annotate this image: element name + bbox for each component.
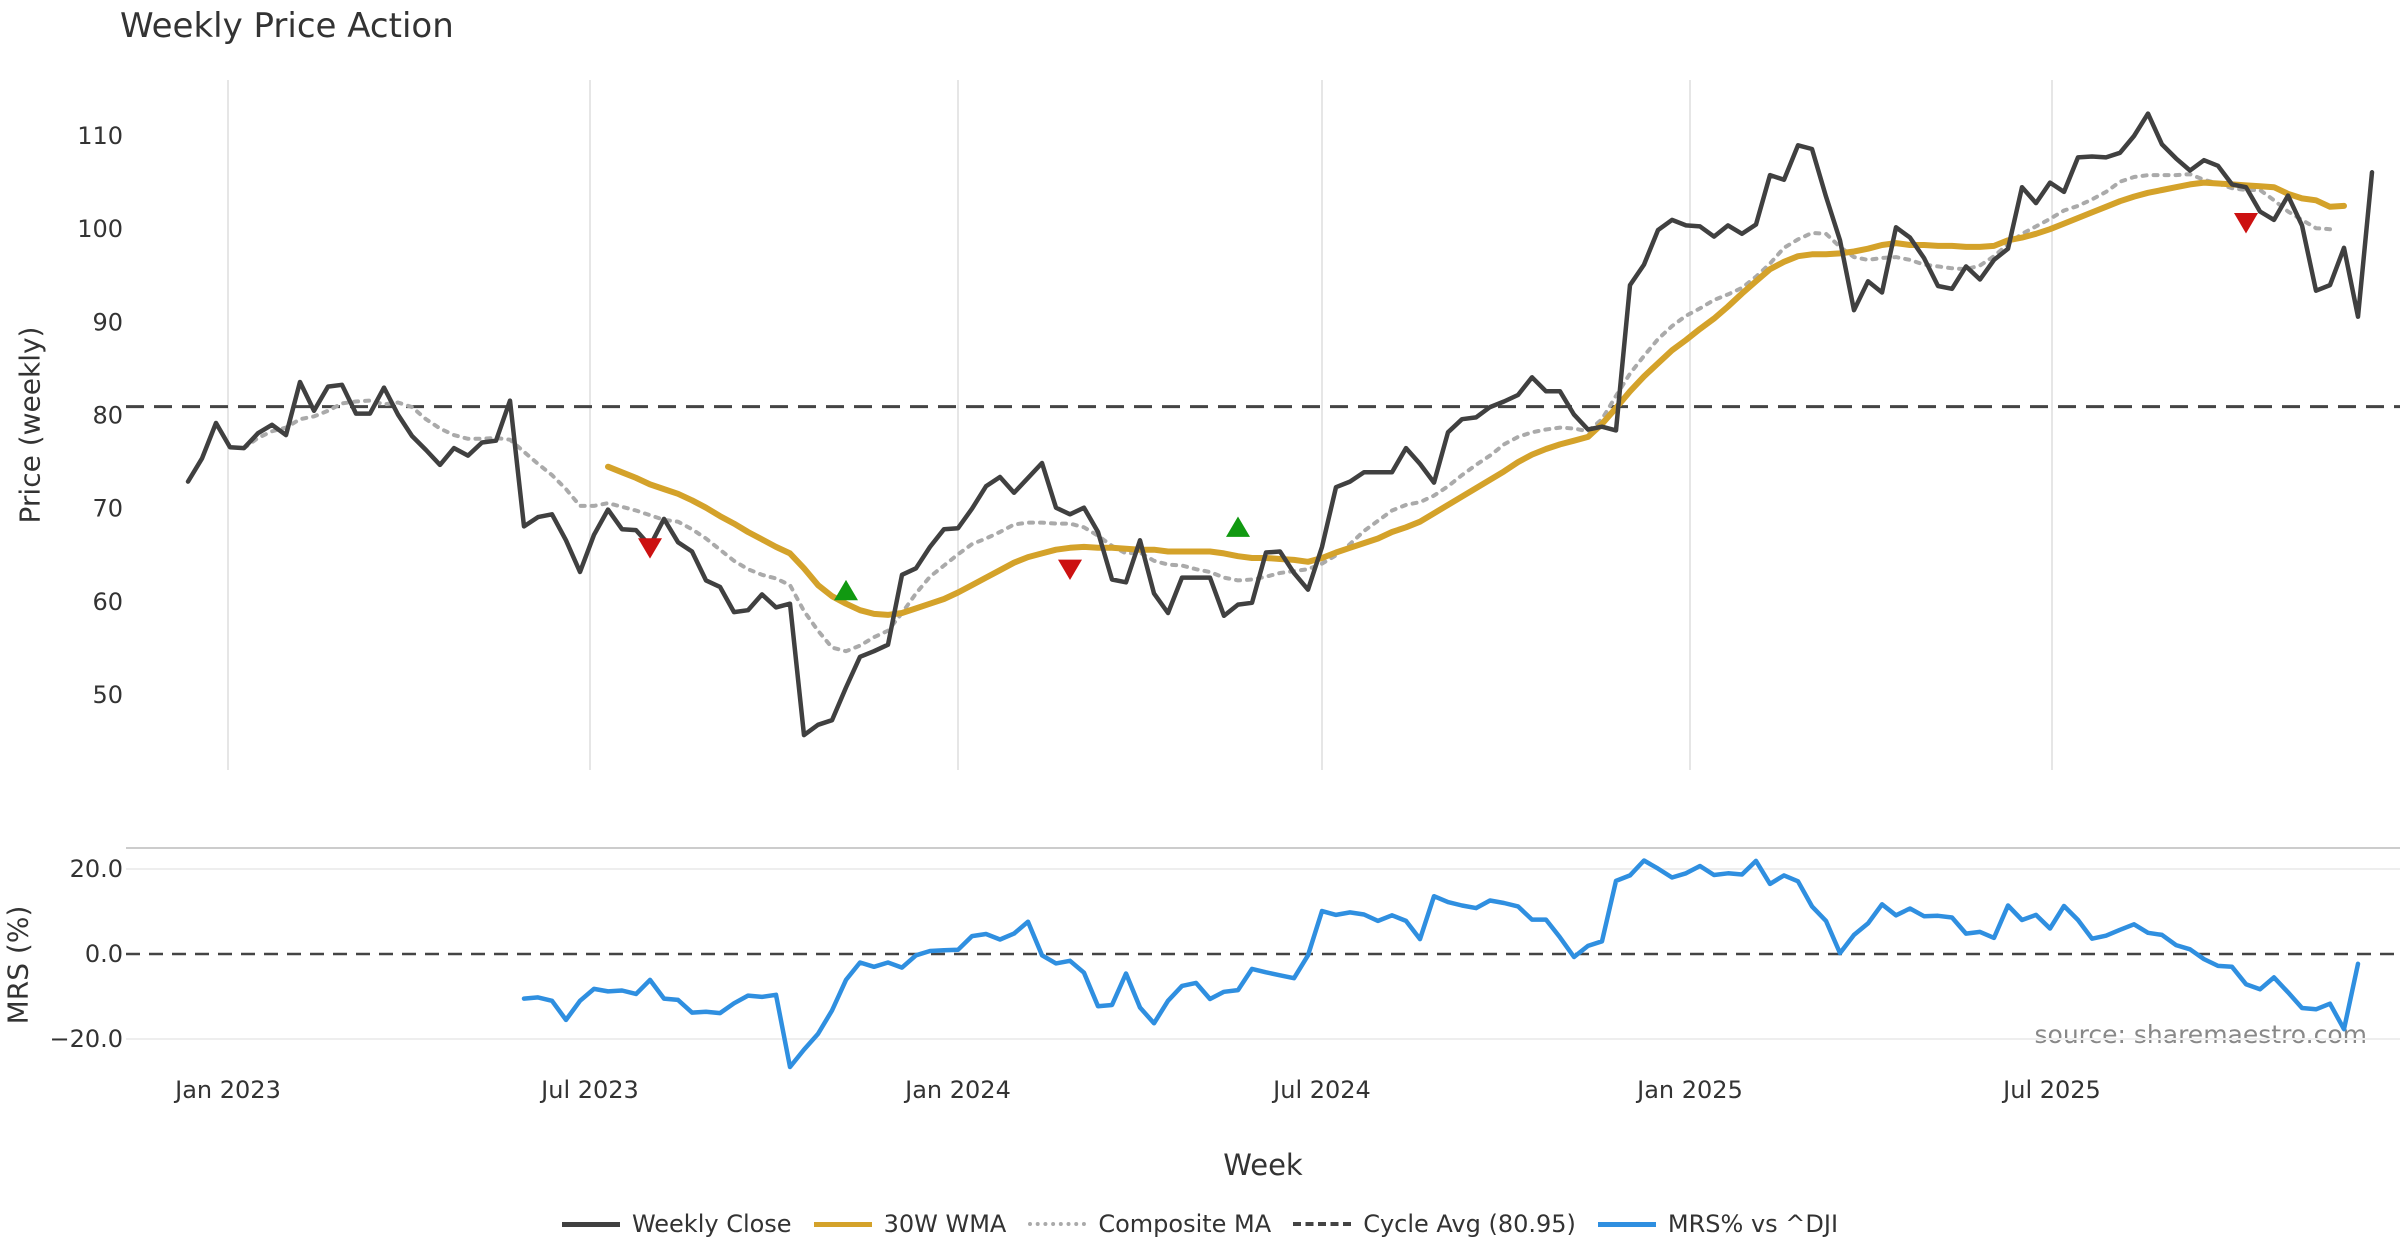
legend: Weekly Close 30W WMA Composite MA Cycle … [0, 1210, 2400, 1238]
sell-signal-marker [2234, 213, 2258, 234]
legend-item-mrs[interactable]: MRS% vs ^DJI [1597, 1210, 1839, 1238]
sell-signal-marker [638, 538, 662, 559]
legend-label: MRS% vs ^DJI [1667, 1210, 1839, 1238]
x-tick-label: Jul 2025 [2001, 1076, 2101, 1104]
legend-swatch-30w-wma [813, 1221, 872, 1227]
price-y-tick-label: 50 [92, 681, 123, 709]
x-tick-label: Jan 2025 [1635, 1076, 1743, 1104]
mrs-y-tick-label: 0.0 [85, 940, 123, 968]
x-axis-label: Week [1223, 1148, 1303, 1182]
x-tick-label: Jan 2023 [173, 1076, 281, 1104]
buy-signal-marker [834, 579, 858, 601]
legend-item-composite-ma[interactable]: Composite MA [1028, 1210, 1271, 1238]
legend-swatch-composite-ma [1028, 1222, 1087, 1226]
sell-signal-marker [1058, 559, 1082, 581]
legend-label: Cycle Avg (80.95) [1363, 1210, 1576, 1238]
mrs-y-tick-label: 20.0 [70, 855, 123, 883]
legend-label: Composite MA [1098, 1210, 1272, 1238]
source-note: source: sharemaestro.com [2034, 1020, 2368, 1049]
legend-item-cycle-avg[interactable]: Cycle Avg (80.95) [1293, 1210, 1576, 1238]
wma-30w-line [605, 179, 2347, 618]
price-y-tick-label: 60 [92, 588, 123, 616]
x-tick-label: Jul 2024 [1271, 1076, 1371, 1104]
buy-signal-marker [1226, 516, 1250, 537]
price-y-tick-label: 110 [77, 122, 123, 150]
composite-ma-line [242, 172, 2332, 654]
legend-label: 30W WMA [883, 1210, 1007, 1238]
price-y-tick-label: 70 [92, 495, 123, 523]
legend-label: Weekly Close [631, 1210, 792, 1238]
x-tick-label: Jan 2024 [903, 1076, 1011, 1104]
legend-swatch-weekly-close [561, 1221, 620, 1227]
x-tick-label: Jul 2023 [539, 1076, 639, 1104]
legend-item-30w-wma[interactable]: 30W WMA [813, 1210, 1007, 1238]
legend-item-weekly-close[interactable]: Weekly Close [561, 1210, 792, 1238]
legend-swatch-mrs [1597, 1221, 1656, 1227]
price-y-tick-label: 80 [92, 402, 123, 430]
price-y-tick-label: 100 [77, 215, 123, 243]
page-title: Weekly Price Action [120, 6, 454, 46]
legend-swatch-cycle-avg [1293, 1222, 1352, 1226]
price-y-tick-label: 90 [92, 308, 123, 336]
mrs-y-tick-label: −20.0 [49, 1025, 123, 1053]
weekly-close-line [185, 111, 2375, 738]
mrs-line [521, 858, 2361, 1070]
